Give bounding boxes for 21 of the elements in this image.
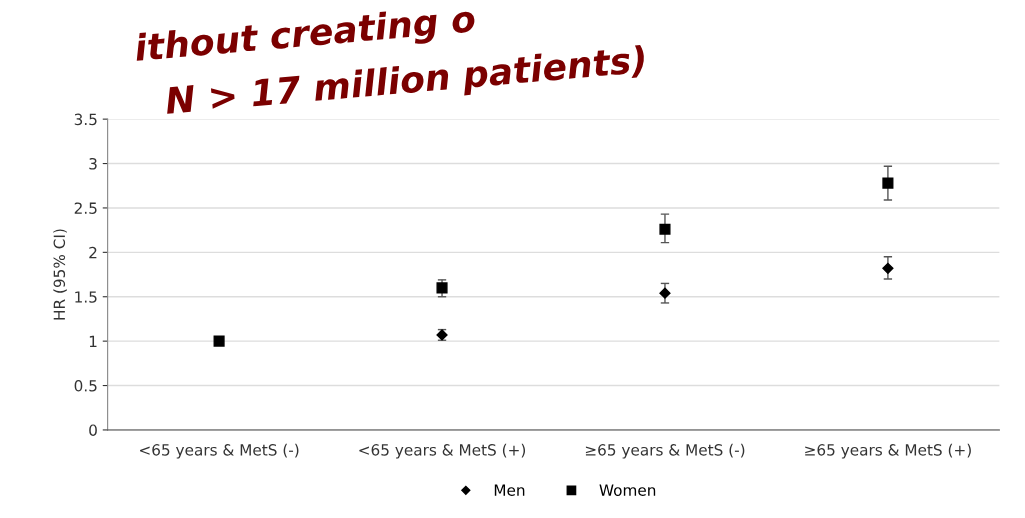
y-axis-title: HR (95% CI) xyxy=(53,229,67,320)
x-tick-label: ≥65 years & MetS (+) xyxy=(805,443,971,459)
y-tick-label: 2.5 xyxy=(74,202,97,214)
y-tick-label: 2 xyxy=(89,246,97,259)
y-tick-label: 1 xyxy=(89,335,97,347)
point xyxy=(659,223,671,235)
y-tick-label: 3 xyxy=(89,158,97,170)
x-tick-label: <65 years & MetS (+) xyxy=(359,443,526,459)
x-tick-label: <65 years & MetS (-) xyxy=(140,443,299,459)
y-tick-label: 0 xyxy=(89,424,97,436)
point xyxy=(882,177,894,189)
point xyxy=(213,335,225,347)
legend-label: Men xyxy=(494,484,525,496)
legend-label: Women xyxy=(599,484,656,496)
point xyxy=(436,282,448,294)
y-tick-label: 1.5 xyxy=(75,291,97,303)
x-tick-label: ≥65 years & MetS (-) xyxy=(585,443,745,459)
y-tick-label: 3.5 xyxy=(74,113,97,126)
point xyxy=(659,287,671,299)
point xyxy=(882,262,894,274)
y-tick-label: 0.5 xyxy=(74,380,97,392)
